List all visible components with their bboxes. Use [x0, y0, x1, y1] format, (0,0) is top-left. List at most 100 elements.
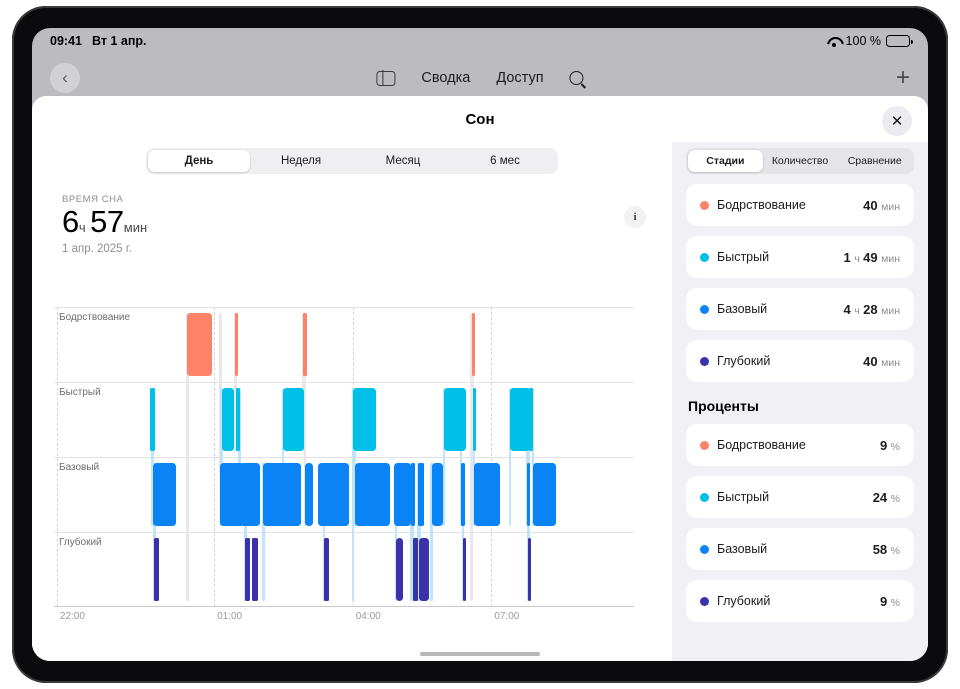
percent-stat-row[interactable]: Быстрый 24 % [686, 476, 914, 518]
chart-stage-segment [187, 313, 213, 376]
stage-color-dot-icon [700, 544, 709, 554]
chart-stage-segment [283, 388, 304, 451]
period-tab-week[interactable]: Неделя [280, 155, 322, 167]
close-icon[interactable]: ✕ [882, 106, 912, 136]
chart-stage-segment [152, 463, 176, 526]
chart-stage-connector [238, 388, 241, 526]
stat-label: Базовый [717, 302, 768, 316]
chart-stage-segment [353, 388, 376, 451]
stage-tab-comparison[interactable]: Сравнение [847, 155, 902, 167]
sidebar-toggle-icon[interactable] [376, 69, 396, 87]
chart-stage-segment [252, 538, 258, 601]
chart-stage-segment [443, 388, 467, 451]
chart-stage-connector [395, 463, 398, 601]
stat-label: Базовый [717, 542, 768, 556]
chart-stage-segment [418, 463, 425, 526]
stat-value: 58 % [872, 541, 900, 557]
stage-color-dot-icon [700, 200, 709, 210]
chart-stage-segment [245, 538, 251, 601]
stat-value: 1 ч 49 мин [843, 249, 900, 265]
home-indicator [420, 652, 540, 656]
chart-band-core: Базовый [54, 457, 634, 531]
chart-stage-connector [151, 388, 154, 526]
x-axis-tick: 07:00 [494, 611, 520, 622]
chart-stage-connector [262, 463, 265, 601]
chart-stage-connector [281, 388, 285, 526]
chart-pane: День Неделя Месяц 6 мес ВРЕМЯ СНА 6ч 57м… [32, 142, 672, 661]
chart-stage-segment [220, 463, 244, 526]
duration-stat-row[interactable]: Базовый 4 ч 28 мин [686, 288, 914, 330]
period-segmented-control[interactable]: День Неделя Месяц 6 мес [146, 148, 558, 174]
chart-stage-connector [461, 463, 465, 601]
battery-percent-label: 100 % [845, 34, 881, 48]
stat-value: 4 ч 28 мин [843, 301, 900, 317]
chart-stage-connector [508, 388, 512, 526]
chart-stage-segment [472, 388, 477, 451]
summary-caption: ВРЕМЯ СНА [62, 194, 124, 205]
stage-color-dot-icon [700, 304, 709, 314]
chart-stage-connector [353, 388, 357, 526]
stat-value: 9 % [879, 593, 900, 609]
chart-stage-segment [234, 313, 239, 376]
chart-baseline [54, 606, 634, 607]
percent-stat-row[interactable]: Глубокий 9 % [686, 580, 914, 622]
stat-value: 24 % [872, 489, 900, 505]
device-screen: 09:41 Вт 1 апр. 100 % ‹ Сводка Доступ + [32, 28, 928, 661]
sleep-stages-chart: Бодрствование Быстрый Базовый Глубокий 2… [54, 307, 634, 637]
stat-label: Бодрствование [717, 198, 806, 212]
x-axis-tick: 01:00 [217, 611, 243, 622]
chart-stage-segment [317, 463, 349, 526]
stat-value: 9 % [879, 437, 900, 453]
period-tab-day[interactable]: День [148, 150, 250, 172]
add-button[interactable]: + [895, 64, 910, 91]
stage-segmented-control[interactable]: Стадии Количество Сравнение [686, 148, 914, 174]
chart-stage-segment [462, 538, 467, 601]
chart-stage-connector [244, 463, 247, 601]
duration-stat-row[interactable]: Быстрый 1 ч 49 мин [686, 236, 914, 278]
chart-stage-segment [533, 463, 557, 526]
percent-stat-row[interactable]: Базовый 58 % [686, 528, 914, 570]
chart-stage-segment [236, 388, 241, 451]
duration-stat-row[interactable]: Глубокий 40 мин [686, 340, 914, 382]
tab-sharing[interactable]: Доступ [496, 70, 544, 86]
sheet-header: Сон ✕ [32, 96, 928, 142]
chart-stage-segment [305, 463, 313, 526]
chart-stage-connector [153, 463, 156, 601]
chart-stage-connector [472, 388, 476, 526]
chart-stage-segment [527, 538, 532, 601]
chart-stage-segment [471, 313, 475, 376]
chart-stage-connector [234, 313, 238, 451]
nav-bar: ‹ Сводка Доступ + [32, 54, 928, 102]
chart-stage-segment [413, 538, 418, 601]
stat-value: 40 мин [863, 353, 900, 369]
search-icon[interactable] [569, 71, 584, 85]
chart-stage-segment [324, 538, 329, 601]
stage-tab-stages[interactable]: Стадии [688, 150, 763, 172]
tablet-device-frame: 09:41 Вт 1 апр. 100 % ‹ Сводка Доступ + [12, 6, 948, 683]
tab-summary[interactable]: Сводка [421, 70, 471, 86]
stage-tab-amount[interactable]: Количество [771, 155, 829, 167]
info-icon[interactable]: i [624, 206, 646, 228]
chart-stage-connector [411, 463, 415, 601]
page-title: Сон [465, 110, 495, 128]
band-label-awake: Бодрствование [59, 312, 131, 323]
band-label-rem: Быстрый [59, 387, 101, 398]
stat-value: 40 мин [863, 197, 900, 213]
summary-hours: 6 [62, 204, 79, 239]
period-tab-month[interactable]: Месяц [385, 155, 421, 167]
stat-label: Быстрый [717, 250, 770, 264]
period-tab-6months[interactable]: 6 мес [490, 155, 520, 167]
sleep-detail-sheet: Сон ✕ День Неделя Месяц 6 мес ВРЕМЯ СНА [32, 96, 928, 661]
wifi-icon [827, 36, 841, 47]
duration-stat-row[interactable]: Бодрствование 40 мин [686, 184, 914, 226]
chart-stage-connector [459, 388, 463, 526]
percent-stat-list: Бодрствование 9 % Быстрый 24 % Базовый 58 % Гл… [686, 424, 914, 622]
battery-icon [886, 35, 913, 47]
summary-block: ВРЕМЯ СНА 6ч 57мин 1 апр. 2025 г. i [54, 194, 650, 255]
chart-stage-segment [419, 538, 429, 601]
percent-stat-row[interactable]: Бодрствование 9 % [686, 424, 914, 466]
chart-stage-segment [263, 463, 302, 526]
chart-gridline [56, 307, 58, 607]
summary-minutes: 57 [90, 204, 124, 239]
back-button[interactable]: ‹ [50, 63, 80, 93]
